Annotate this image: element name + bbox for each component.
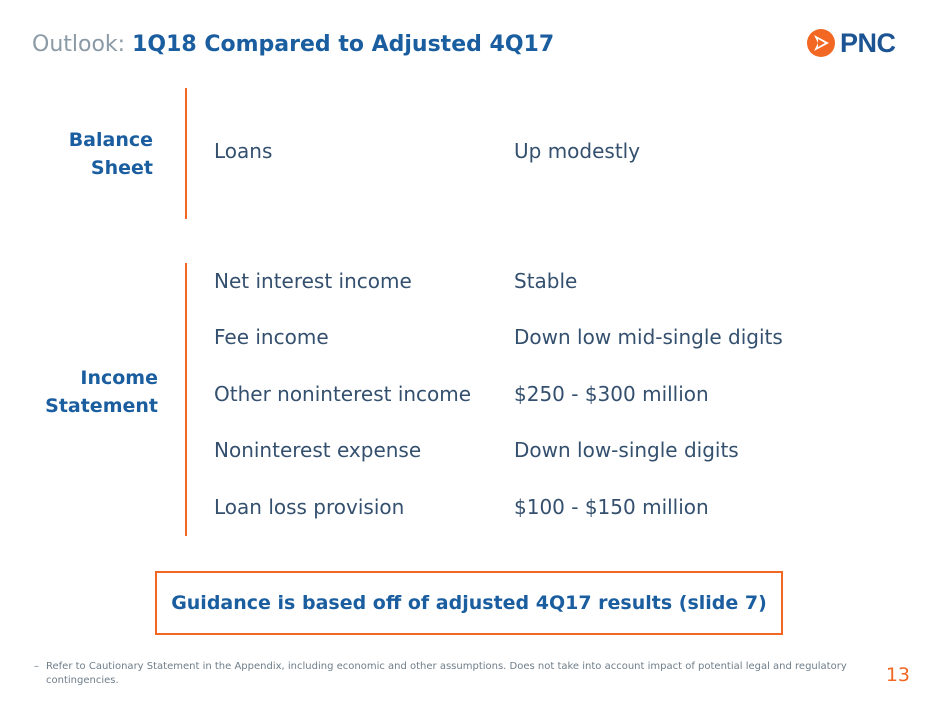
balance-sheet-divider — [185, 88, 187, 219]
row-item: Noninterest expense — [214, 438, 422, 462]
row-item: Loan loss provision — [214, 495, 405, 519]
pnc-triangle-icon — [807, 29, 835, 57]
row-item: Loans — [214, 139, 273, 163]
title-prefix: Outlook: — [32, 32, 126, 57]
income-statement-divider — [185, 263, 187, 536]
guidance-callout: Guidance is based off of adjusted 4Q17 r… — [155, 571, 783, 635]
footnote: – Refer to Cautionary Statement in the A… — [34, 660, 864, 688]
row-item: Fee income — [214, 325, 329, 349]
row-value: Down low-single digits — [514, 438, 739, 462]
row-value: $250 - $300 million — [514, 382, 709, 406]
guidance-text: Guidance is based off of adjusted 4Q17 r… — [171, 592, 767, 614]
row-value: $100 - $150 million — [514, 495, 709, 519]
logo-wordmark: PNC — [840, 27, 896, 58]
row-value: Down low mid-single digits — [514, 325, 783, 349]
footnote-bullet: – — [34, 661, 39, 672]
row-value: Up modestly — [514, 139, 641, 163]
balance-sheet-label: Balance Sheet — [68, 129, 153, 179]
title-main: 1Q18 Compared to Adjusted 4Q17 — [132, 32, 555, 57]
slide-title: Outlook: 1Q18 Compared to Adjusted 4Q17 — [32, 30, 554, 60]
row-item: Net interest income — [214, 269, 412, 293]
row-value: Stable — [514, 269, 578, 293]
page-number: 13 — [885, 664, 910, 686]
income-statement-label: Income Statement — [45, 367, 158, 417]
footnote-text: Refer to Cautionary Statement in the App… — [46, 661, 847, 686]
pnc-logo: PNC — [806, 26, 896, 60]
row-item: Other noninterest income — [214, 382, 472, 406]
